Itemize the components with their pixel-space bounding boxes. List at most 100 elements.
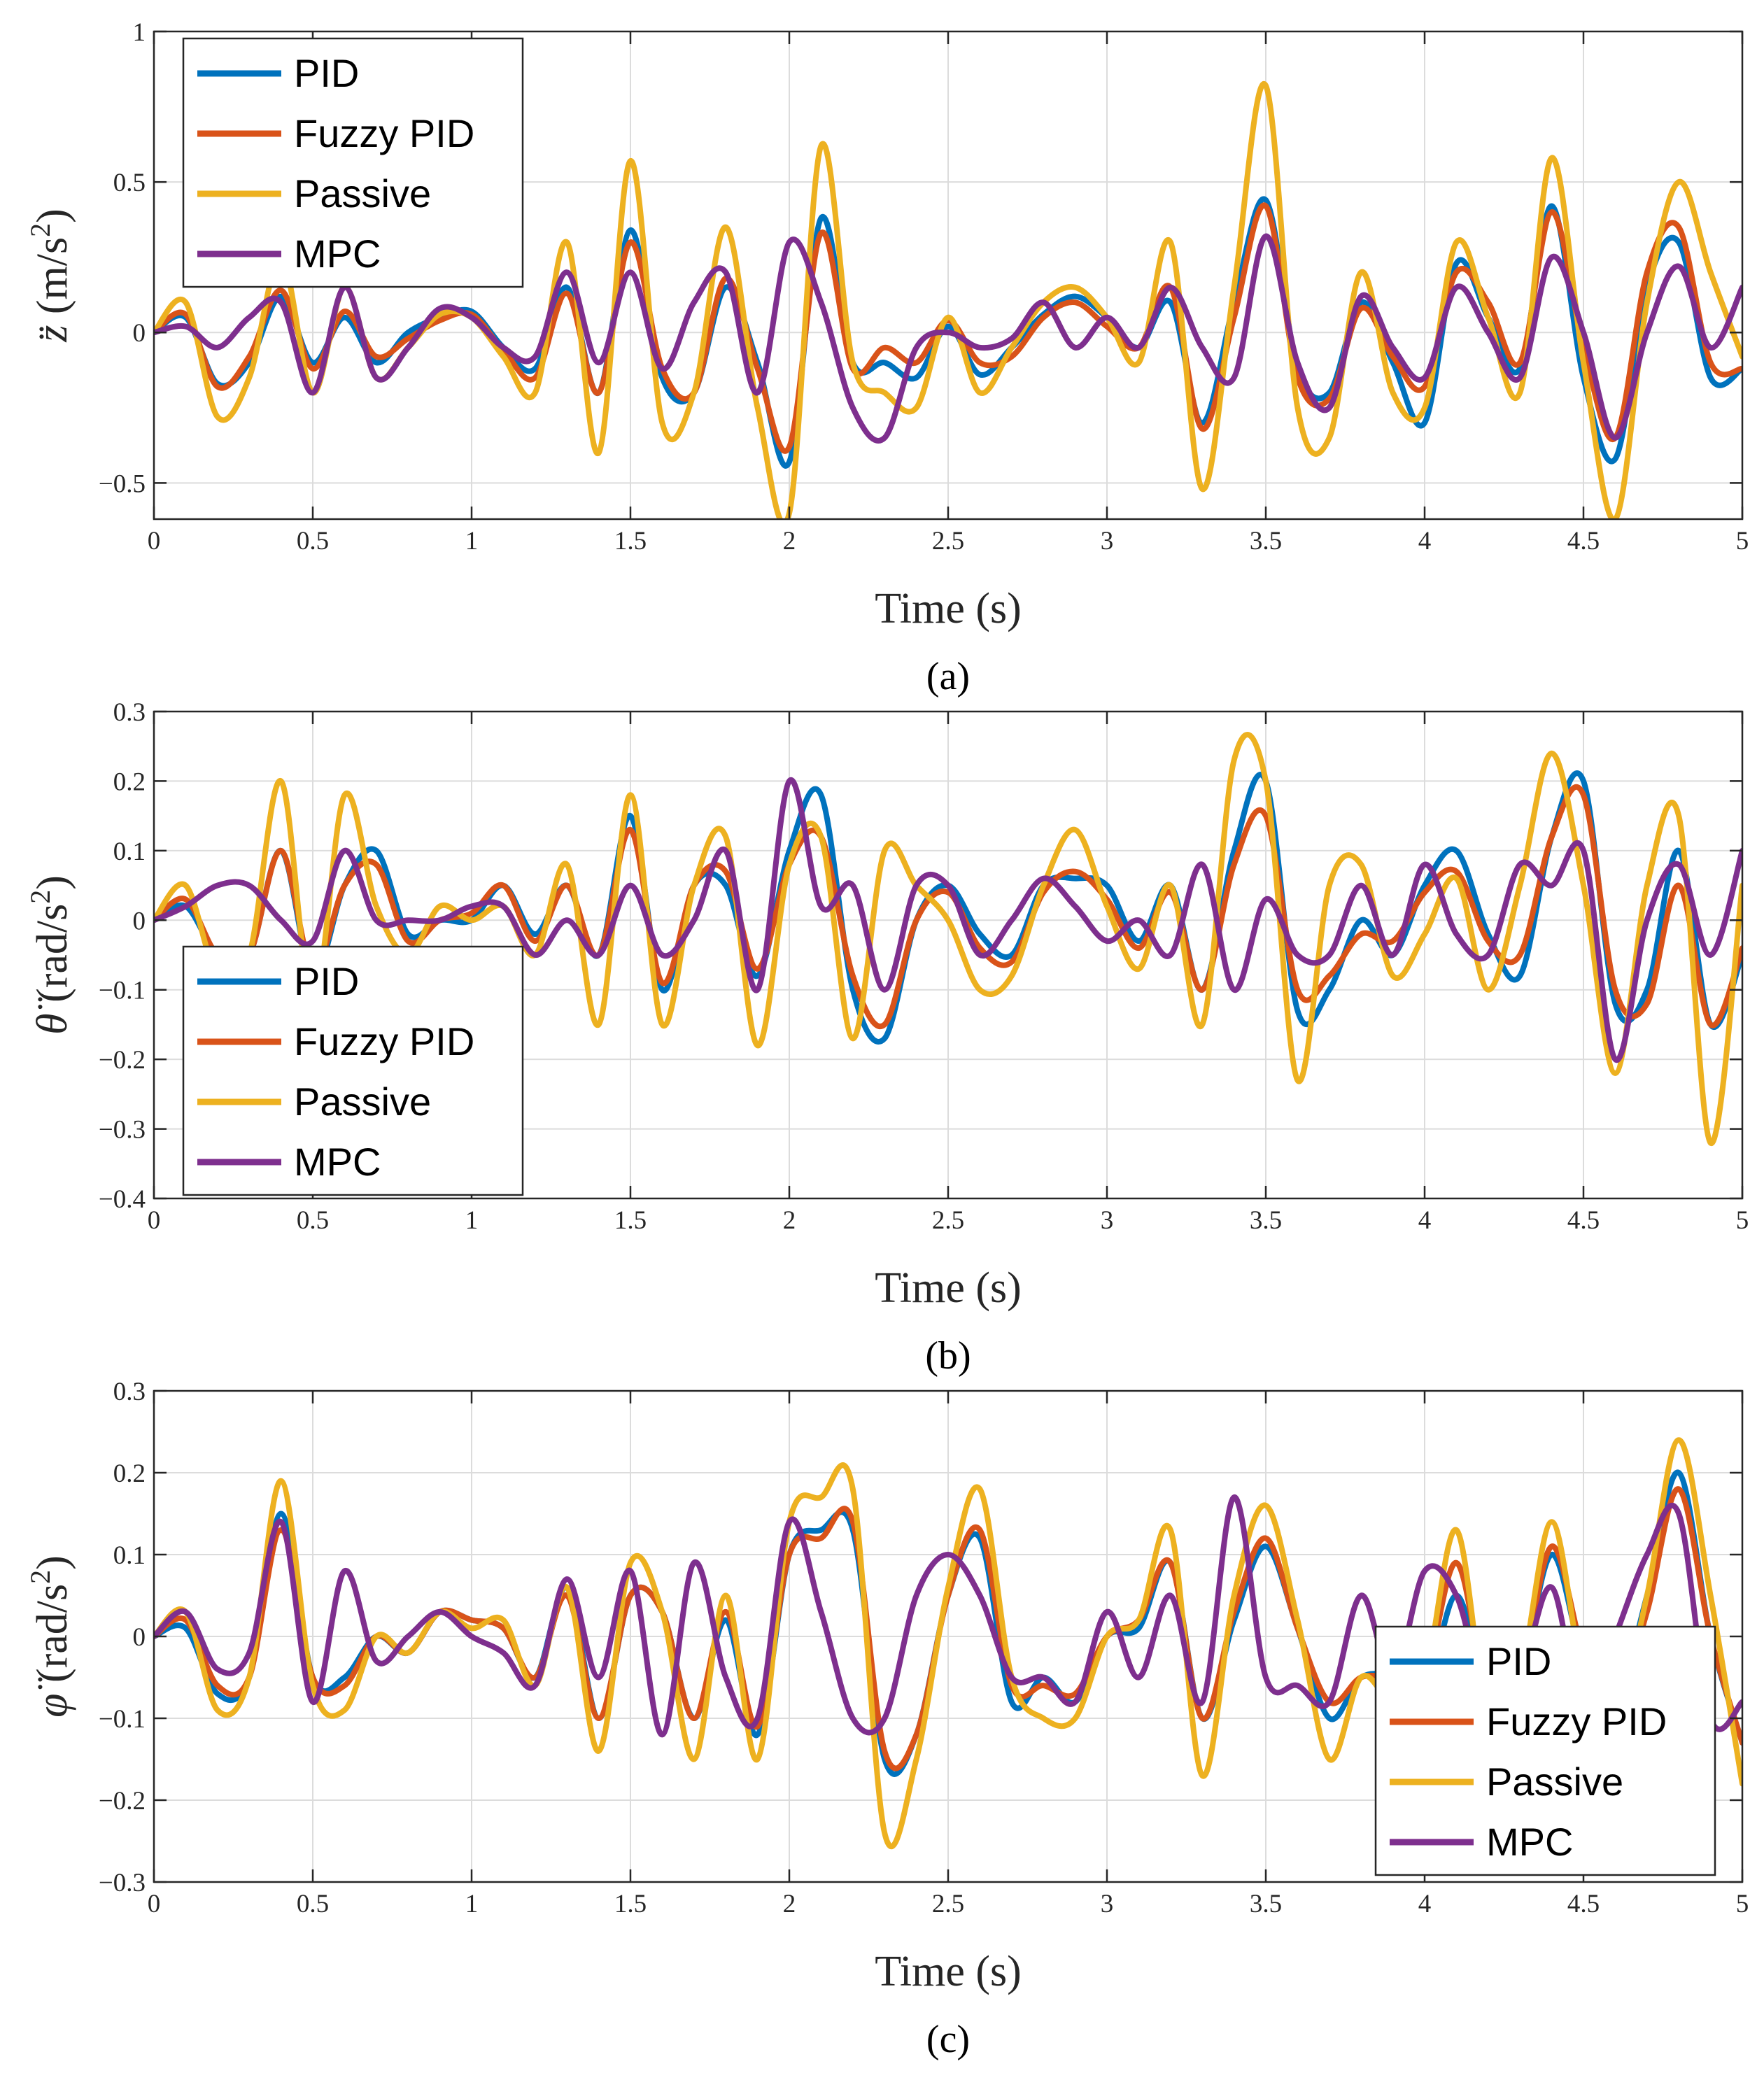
series-line-fuzzy-pid	[154, 784, 1742, 1029]
series-line-mpc	[154, 777, 1742, 1063]
x-tick-label: 0	[148, 527, 161, 556]
series-line-pid	[154, 196, 1742, 469]
y-axis-label: φ̈ (rad/s2)	[24, 1555, 76, 1718]
series-line-mpc	[154, 233, 1742, 444]
y-tick-label: 0.5	[113, 169, 146, 197]
y-tick-label: −0.2	[99, 1046, 146, 1075]
legend-label-mpc: MPC	[294, 232, 381, 276]
x-tick-label: 2.5	[932, 1890, 964, 1918]
x-tick-label: 3.5	[1250, 1206, 1282, 1235]
x-tick-label: 0	[148, 1890, 161, 1918]
series-group	[154, 80, 1742, 519]
series-group	[154, 732, 1742, 1146]
x-tick-label: 2.5	[932, 1206, 964, 1235]
legend-box	[182, 37, 524, 288]
ticks: 0 0.5 1 1.5 2 2.5 3 3.5 4 4.5 5 −0.4 −0.3 −0.2 −0.1 0 0.…	[99, 698, 1749, 1235]
legend-label-fuzzy-pid: Fuzzy PID	[294, 1019, 474, 1063]
panel-caption: (c)	[926, 2018, 970, 2061]
x-tick-label: 1	[465, 527, 479, 556]
series-line-passive	[154, 732, 1742, 1146]
y-axis-units-exponent: 2	[24, 223, 56, 237]
ticks: 0 0.5 1 1.5 2 2.5 3 3.5 4 4.5 5−0.500.51	[99, 18, 1749, 556]
y-axis-units-exponent: 2	[24, 1570, 56, 1584]
x-tick-label: 5	[1736, 527, 1749, 556]
legend-label-passive: Passive	[1486, 1760, 1623, 1804]
x-tick-label: 0	[148, 1206, 161, 1235]
ticks: 0 0.5 1 1.5 2 2.5 3 3.5 4 4.5 5 −0.3 −0.2 −0.1 0 0.1 0.2…	[99, 1378, 1749, 1918]
x-axis-label: Time (s)	[875, 585, 1022, 632]
y-tick-label: 0	[133, 1623, 146, 1652]
x-tick-label: 3.5	[1250, 527, 1282, 556]
y-tick-label: −0.4	[99, 1185, 146, 1214]
y-tick-label: 0.1	[113, 1541, 146, 1570]
x-tick-label: 1.5	[614, 1206, 647, 1235]
y-axis-units-close: )	[29, 208, 76, 223]
x-tick-label: 2	[783, 1206, 796, 1235]
panel-caption: (a)	[926, 655, 970, 698]
legend-label-pid: PID	[294, 51, 359, 95]
legend-label-fuzzy-pid: Fuzzy PID	[294, 111, 474, 155]
y-tick-label: 0.2	[113, 1459, 146, 1488]
y-tick-label: 0	[133, 319, 146, 348]
y-axis-units-exponent: 2	[24, 890, 56, 904]
legend-label-pid: PID	[294, 959, 359, 1003]
x-tick-label: 5	[1736, 1206, 1749, 1235]
x-tick-label: 1.5	[614, 1890, 647, 1918]
legend-label-passive: Passive	[294, 171, 431, 215]
y-tick-label: −0.3	[99, 1116, 146, 1145]
x-axis-label: Time (s)	[875, 1948, 1022, 1995]
chart-panel-3: 0 0.5 1 1.5 2 2.5 3 3.5 4 4.5 5 −0.3 −0.2 −0.1 0 0.1 0.2…	[24, 1378, 1749, 2061]
x-tick-label: 0.5	[297, 1890, 329, 1918]
x-tick-label: 1.5	[614, 527, 647, 556]
y-tick-label: 0.1	[113, 837, 146, 866]
y-axis-label: θ̈ (rad/s2)	[24, 875, 76, 1035]
y-tick-label: −0.3	[99, 1869, 146, 1897]
x-tick-label: 1	[465, 1206, 479, 1235]
y-tick-label: 0.2	[113, 767, 146, 796]
y-tick-label: −0.5	[99, 469, 146, 498]
x-tick-label: 3	[1101, 527, 1114, 556]
x-tick-label: 3.5	[1250, 1890, 1282, 1918]
x-tick-label: 2	[783, 527, 796, 556]
chart-panel-2: 0 0.5 1 1.5 2 2.5 3 3.5 4 4.5 5 −0.4 −0.3 −0.2 −0.1 0 0.…	[24, 698, 1749, 1378]
x-tick-label: 4	[1418, 527, 1432, 556]
x-tick-label: 4	[1418, 1206, 1432, 1235]
legend-label-mpc: MPC	[1486, 1820, 1573, 1864]
legend-label-pid: PID	[1486, 1639, 1551, 1683]
legend: PID Fuzzy PID Passive MPC	[1374, 1625, 1716, 1876]
x-tick-label: 3	[1101, 1206, 1114, 1235]
x-tick-label: 0.5	[297, 1206, 329, 1235]
y-tick-label: −0.1	[99, 977, 146, 1005]
x-tick-label: 2.5	[932, 527, 964, 556]
x-tick-label: 4.5	[1567, 527, 1600, 556]
x-tick-label: 0.5	[297, 527, 329, 556]
y-axis-units: (rad/s	[29, 904, 76, 1014]
x-tick-label: 4	[1418, 1890, 1432, 1918]
x-tick-label: 4.5	[1567, 1206, 1600, 1235]
y-axis-units-close: )	[29, 875, 76, 890]
y-axis-label: z̈ (m/s2)	[24, 208, 76, 343]
legend-label-mpc: MPC	[294, 1140, 381, 1184]
x-tick-label: 1	[465, 1890, 479, 1918]
y-tick-label: −0.2	[99, 1787, 146, 1816]
x-tick-label: 3	[1101, 1890, 1114, 1918]
x-tick-label: 5	[1736, 1890, 1749, 1918]
y-axis-symbol: z̈	[29, 325, 76, 343]
legend-box	[1374, 1625, 1716, 1876]
legend: PID Fuzzy PID Passive MPC	[182, 945, 524, 1196]
y-axis-units: (rad/s	[29, 1584, 76, 1694]
y-tick-label: 1	[133, 18, 146, 47]
y-axis-units-close: )	[29, 1555, 76, 1570]
panel-caption: (b)	[925, 1334, 971, 1378]
y-tick-label: 0	[133, 907, 146, 935]
x-tick-label: 2	[783, 1890, 796, 1918]
y-axis-units: (m/s	[29, 237, 76, 325]
x-tick-label: 4.5	[1567, 1890, 1600, 1918]
legend-box	[182, 945, 524, 1196]
legend-label-fuzzy-pid: Fuzzy PID	[1486, 1699, 1667, 1743]
x-axis-label: Time (s)	[875, 1264, 1022, 1312]
legend: PID Fuzzy PID Passive MPC	[182, 37, 524, 288]
